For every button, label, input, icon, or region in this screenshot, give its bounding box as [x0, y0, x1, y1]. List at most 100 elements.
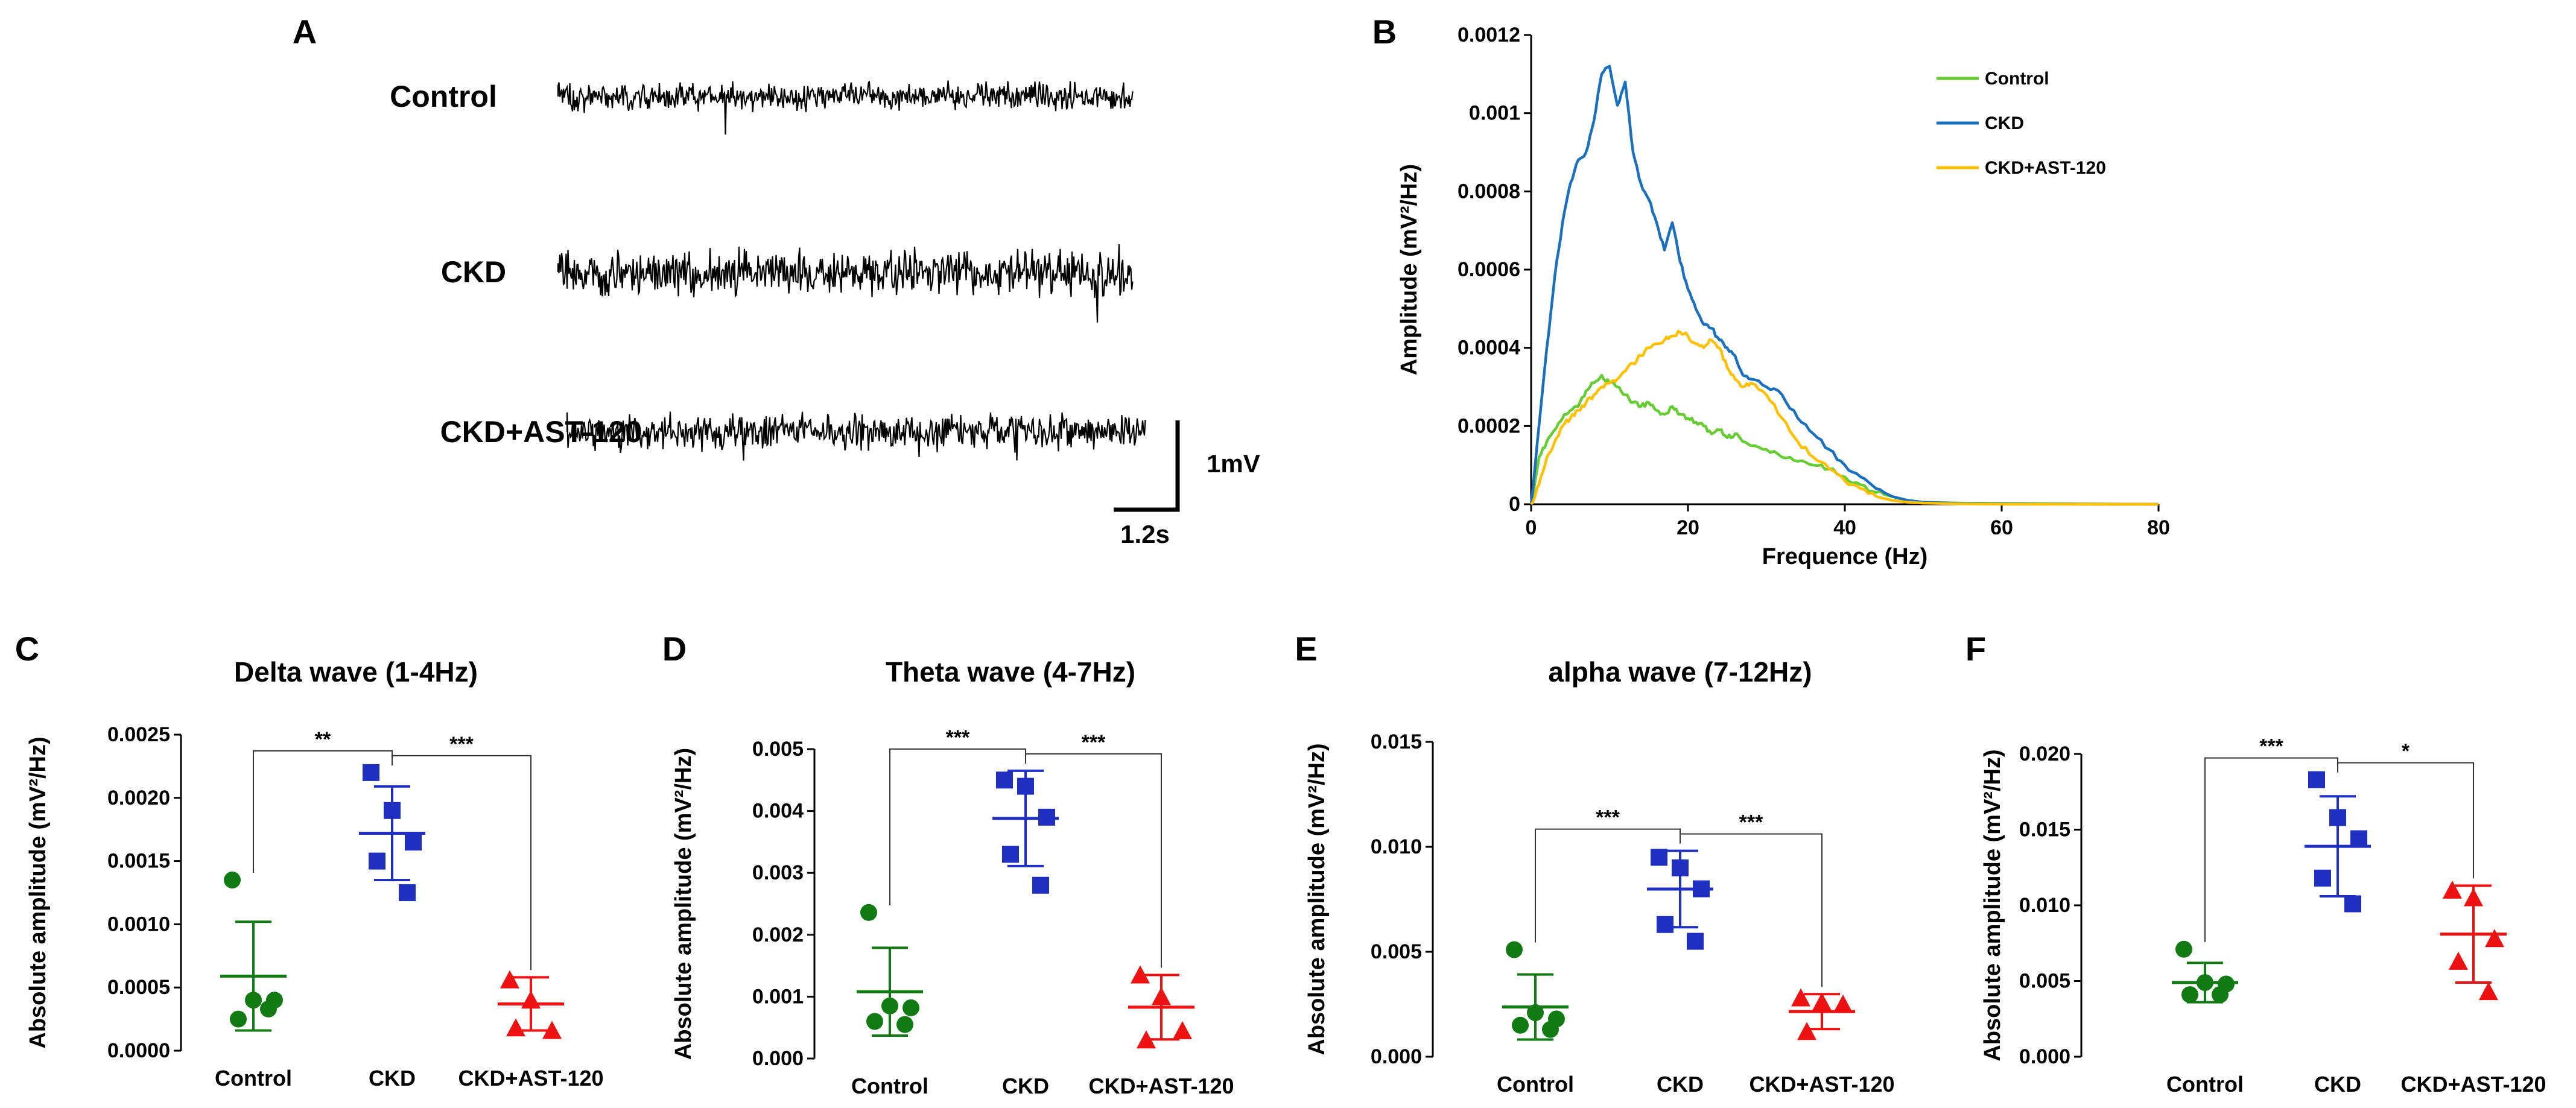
data-point-square [2314, 869, 2331, 887]
data-point-circle [2212, 986, 2229, 1004]
dot-y-tick-label: 0.020 [2019, 742, 2070, 765]
data-point-circle [1542, 1021, 1559, 1038]
dot-y-tick-label: 0.002 [752, 923, 804, 946]
category-label: CKD+AST-120 [1088, 1074, 1234, 1098]
b-y-axis-label: Amplitude (mV²/Hz) [1397, 164, 1422, 375]
b-y-tick-label: 0 [1509, 493, 1520, 516]
scale-bar [1114, 420, 1180, 512]
data-point-square [1693, 880, 1710, 897]
scale-x-label: 1.2s [1120, 520, 1170, 548]
data-point-circle [230, 1010, 247, 1028]
data-point-triangle [1173, 1021, 1192, 1039]
eeg-trace [557, 80, 1134, 135]
significance-label: *** [449, 733, 474, 756]
significance-label: ** [315, 728, 331, 751]
b-series-line [1529, 65, 2159, 506]
dot-plot-title: Delta wave (1-4Hz) [234, 656, 478, 688]
b-y-tick-label: 0.0012 [1458, 24, 1520, 46]
b-series-line [1529, 373, 2159, 506]
data-point-triangle [506, 1018, 525, 1037]
data-point-square [369, 852, 385, 870]
dot-y-tick-label: 0.000 [1371, 1045, 1422, 1068]
category-label: CKD+AST-120 [2400, 1072, 2546, 1097]
dot-y-tick-label: 0.000 [752, 1047, 804, 1070]
data-point-square [1672, 859, 1689, 876]
category-label: Control [851, 1074, 928, 1098]
data-point-circle [1506, 941, 1523, 958]
significance-bracket [2337, 762, 2474, 879]
category-label: CKD [1657, 1072, 1704, 1097]
data-point-circle [2197, 974, 2213, 992]
dot-y-tick-label: 0.003 [752, 861, 804, 884]
panel-label-c: C [15, 630, 39, 668]
data-point-square [1017, 777, 1034, 795]
trace-label: CKD [441, 255, 506, 289]
significance-bracket [1680, 833, 1823, 987]
dot-y-axis-label: Absolute amplitude (mV²/Hz) [25, 736, 51, 1048]
data-point-square [399, 884, 416, 901]
data-point-circle [903, 999, 919, 1016]
data-point-triangle [1152, 987, 1171, 1005]
b-x-tick-label: 0 [1526, 516, 1537, 539]
data-point-triangle [2479, 982, 2498, 1001]
panel-label-a: A [293, 13, 317, 51]
data-point-square [1657, 916, 1673, 933]
significance-label: *** [1082, 731, 1106, 754]
data-point-square [405, 834, 422, 851]
b-legend-label: Control [1985, 69, 2049, 89]
data-point-triangle [1791, 988, 1810, 1007]
dot-y-tick-label: 0.004 [752, 800, 804, 823]
b-y-tick-label: 0.0008 [1458, 180, 1520, 203]
data-point-circle [2181, 986, 2198, 1004]
category-label: CKD+AST-120 [458, 1066, 603, 1091]
data-point-circle [1512, 1016, 1529, 1034]
panel-label-d: D [662, 630, 687, 668]
dot-y-tick-label: 0.0010 [107, 913, 170, 935]
data-point-triangle [542, 1021, 562, 1039]
significance-label: *** [1596, 806, 1620, 829]
significance-label: *** [946, 726, 970, 749]
data-point-square [2329, 809, 2346, 826]
data-point-square [363, 764, 379, 781]
data-point-circle [2175, 940, 2192, 958]
dot-y-axis-label: Absolute amplitude (mV²/Hz) [671, 748, 696, 1060]
category-label: CKD [1002, 1074, 1049, 1098]
dot-y-tick-label: 0.005 [1371, 940, 1422, 963]
significance-label: *** [2259, 735, 2283, 758]
data-point-square [2344, 895, 2361, 913]
data-point-square [2308, 771, 2325, 788]
data-point-circle [224, 872, 241, 889]
data-point-circle [245, 992, 262, 1009]
data-point-triangle [2464, 888, 2483, 907]
significance-label: * [2402, 740, 2410, 763]
dot-y-tick-label: 0.005 [752, 738, 804, 761]
data-point-square [1651, 849, 1667, 866]
b-x-tick-label: 20 [1677, 516, 1699, 539]
b-y-tick-label: 0.0002 [1458, 414, 1520, 437]
category-label: Control [215, 1066, 292, 1091]
significance-label: *** [1739, 811, 1763, 834]
panel-label-b: B [1372, 13, 1397, 51]
dot-y-tick-label: 0.015 [2019, 818, 2070, 841]
dot-y-tick-label: 0.005 [2019, 970, 2070, 993]
data-point-circle [1527, 1004, 1544, 1021]
data-point-triangle [1137, 1030, 1156, 1049]
data-point-triangle [2485, 929, 2504, 948]
dot-y-axis-label: Absolute amplitude (mV²/Hz) [1304, 743, 1330, 1055]
dot-y-tick-label: 0.0020 [107, 787, 170, 809]
category-label: CKD [2314, 1072, 2361, 1097]
b-y-tick-label: 0.0004 [1458, 337, 1520, 359]
dot-y-tick-label: 0.0025 [107, 723, 170, 746]
data-point-triangle [1131, 965, 1150, 984]
data-point-circle [896, 1016, 913, 1033]
b-y-tick-label: 0.001 [1469, 102, 1520, 125]
b-y-tick-label: 0.0006 [1458, 258, 1520, 281]
dot-y-axis-label: Absolute amplitude (mV²/Hz) [1980, 749, 2005, 1061]
eeg-trace [566, 411, 1146, 461]
data-point-circle [866, 1013, 883, 1030]
dot-y-tick-label: 0.0015 [107, 850, 170, 873]
dot-y-tick-label: 0.010 [2019, 894, 2070, 917]
category-label: Control [2166, 1072, 2244, 1097]
panel-label-f: F [1965, 630, 1986, 668]
